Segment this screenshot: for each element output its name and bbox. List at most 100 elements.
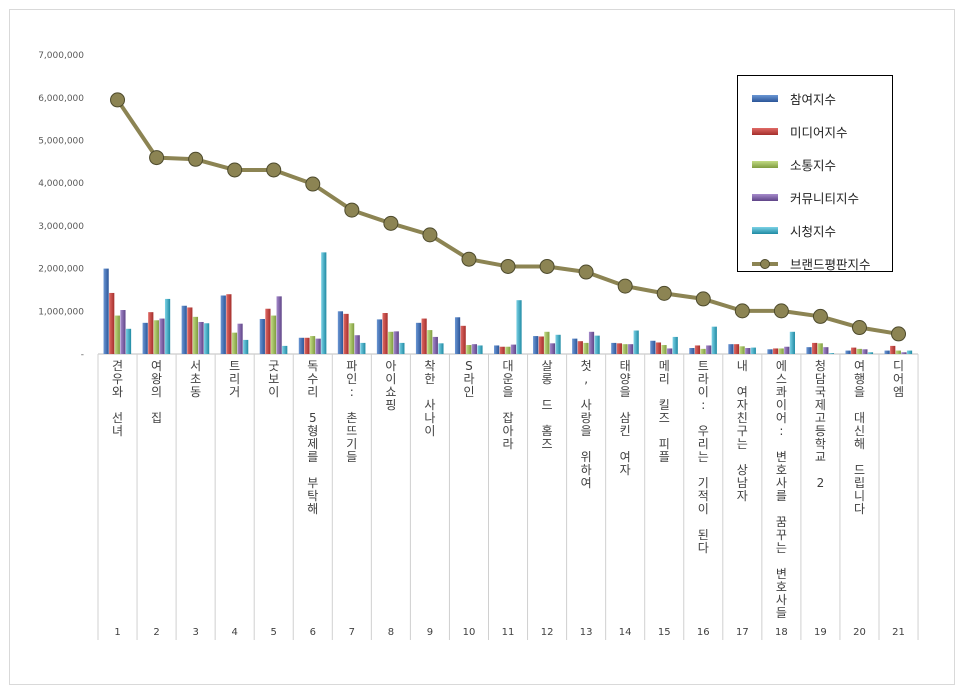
bar-2-3 — [192, 316, 199, 354]
line-point-1 — [110, 92, 126, 108]
bar-2-15 — [661, 345, 667, 354]
bar-1-9 — [421, 318, 427, 354]
y-tick-label: 6,000,000 — [38, 94, 84, 104]
bar-1-15 — [655, 342, 662, 354]
bar-3-7 — [354, 335, 360, 354]
category-number: 20 — [853, 627, 866, 638]
bar-1-3 — [187, 307, 193, 354]
bar-2-1 — [114, 315, 120, 354]
line-point-3 — [188, 151, 204, 167]
bar-4-8 — [399, 342, 405, 354]
line-point-17 — [734, 303, 750, 319]
bar-1-13 — [577, 341, 583, 354]
bar-1-12 — [538, 336, 544, 354]
bar-3-20 — [862, 349, 868, 354]
bar-4-9 — [438, 343, 444, 354]
bar-3-19 — [823, 347, 829, 354]
bar-3-1 — [120, 310, 126, 354]
y-tick-label: - — [81, 350, 84, 360]
bar-0-1 — [103, 268, 109, 354]
bar-2-7 — [349, 323, 355, 354]
legend-item-series-1: 미디어지수 — [738, 115, 892, 148]
legend-label-2: 소통지수 — [790, 158, 837, 173]
bar-0-4 — [220, 295, 226, 354]
bar-0-13 — [572, 338, 578, 354]
bar-2-14 — [622, 344, 628, 354]
category-number: 7 — [349, 627, 355, 638]
bar-0-20 — [845, 350, 851, 354]
legend-label-0: 참여지수 — [790, 92, 837, 107]
line-point-5 — [266, 162, 282, 178]
bar-1-1 — [109, 292, 115, 354]
legend-line-marker — [752, 258, 778, 269]
line-point-10 — [461, 251, 477, 267]
bar-0-18 — [767, 349, 773, 354]
bar-1-19 — [812, 342, 818, 354]
bar-0-8 — [376, 319, 383, 354]
category-number: 18 — [775, 627, 788, 638]
bar-4-1 — [125, 328, 132, 354]
category-number: 19 — [814, 627, 827, 638]
line-point-9 — [422, 227, 438, 243]
bar-4-21 — [906, 350, 913, 354]
bar-0-7 — [337, 311, 344, 354]
bar-0-6 — [298, 337, 304, 354]
bar-4-10 — [477, 345, 483, 354]
bar-3-11 — [510, 344, 517, 354]
legend-item-series-2: 소통지수 — [738, 148, 892, 181]
bar-3-18 — [784, 346, 790, 354]
bar-3-12 — [549, 343, 556, 354]
bar-2-12 — [544, 331, 550, 354]
bar-3-16 — [706, 345, 712, 354]
legend-label-line: 브랜드평판지수 — [790, 257, 871, 272]
legend-item-line: 브랜드평판지수 — [738, 247, 892, 280]
category-number: 9 — [427, 627, 433, 638]
bar-4-19 — [828, 353, 835, 354]
bar-1-4 — [226, 294, 232, 354]
bar-2-5 — [270, 315, 277, 354]
bar-0-19 — [806, 347, 812, 354]
bar-4-20 — [867, 352, 874, 354]
bar-3-5 — [276, 296, 282, 354]
y-tick-label: 5,000,000 — [38, 137, 84, 147]
bar-2-2 — [153, 320, 159, 354]
category-number: 2 — [153, 627, 159, 638]
bar-4-7 — [360, 342, 366, 354]
line-point-13 — [578, 264, 594, 280]
bar-1-21 — [890, 345, 896, 354]
bar-4-17 — [750, 347, 756, 354]
bar-2-17 — [739, 346, 745, 354]
bar-4-15 — [672, 336, 678, 354]
y-tick-label: 7,000,000 — [38, 51, 84, 61]
bar-1-18 — [772, 348, 779, 354]
bar-3-10 — [471, 344, 477, 354]
bar-3-3 — [198, 321, 204, 354]
line-point-16 — [695, 291, 711, 307]
bar-4-14 — [633, 330, 639, 354]
bar-3-4 — [237, 323, 243, 354]
legend-swatch-0 — [752, 95, 778, 102]
line-point-18 — [773, 303, 789, 319]
bar-0-15 — [650, 340, 656, 354]
bar-2-16 — [700, 348, 706, 354]
bar-3-14 — [627, 344, 634, 354]
bar-0-9 — [415, 322, 422, 354]
bar-3-6 — [315, 338, 321, 354]
bar-1-7 — [343, 313, 349, 354]
legend-label-4: 시청지수 — [790, 224, 837, 239]
legend-swatch-3 — [752, 194, 778, 201]
line-point-6 — [305, 176, 321, 192]
bar-1-20 — [851, 347, 857, 354]
bar-1-5 — [265, 308, 271, 354]
line-point-8 — [383, 215, 399, 231]
